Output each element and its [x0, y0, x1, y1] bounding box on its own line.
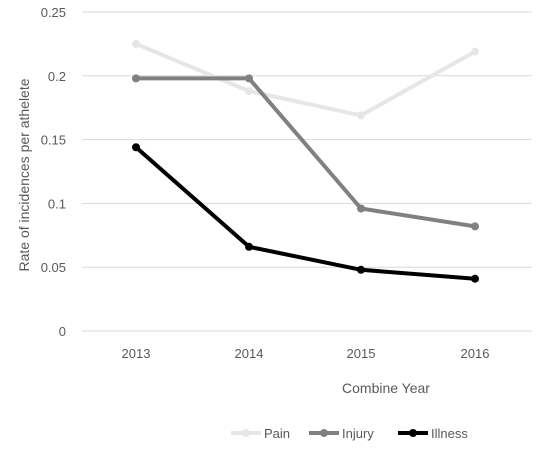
legend-label: Pain — [264, 426, 290, 441]
data-point-pain — [132, 39, 140, 48]
data-point-pain — [245, 87, 253, 96]
series-lines — [132, 39, 479, 283]
data-point-injury — [471, 222, 479, 231]
legend-label: Injury — [342, 426, 374, 441]
x-tick-label: 2015 — [347, 346, 376, 361]
legend: Pain Injury Illness — [231, 426, 468, 441]
series-injury — [132, 74, 479, 231]
x-tick-label: 2016 — [461, 346, 490, 361]
y-tick-label: 0.25 — [41, 5, 66, 20]
data-point-injury — [132, 74, 140, 83]
gridlines — [82, 11, 532, 332]
x-tick-label: 2014 — [235, 346, 264, 361]
y-tick-label: 0.15 — [41, 133, 66, 148]
series-line-injury — [134, 76, 477, 229]
legend-label: Illness — [431, 426, 468, 441]
series-line-illness — [134, 145, 477, 281]
y-axis-ticks: 0 0.05 0.1 0.15 0.2 0.25 — [41, 5, 66, 339]
data-point-injury — [245, 74, 253, 83]
legend-swatch-marker — [409, 429, 417, 437]
y-tick-label: 0.05 — [41, 260, 66, 275]
data-point-pain — [357, 111, 365, 120]
legend-item-pain: Pain — [231, 426, 290, 441]
legend-item-illness: Illness — [398, 426, 468, 441]
data-point-illness — [357, 265, 365, 274]
data-point-illness — [245, 242, 253, 251]
data-point-pain — [471, 47, 479, 56]
legend-item-injury: Injury — [309, 426, 374, 441]
y-tick-label: 0.2 — [48, 69, 66, 84]
x-axis-title: Combine Year — [342, 380, 430, 396]
legend-swatch-marker — [242, 429, 250, 437]
y-tick-label: 0.1 — [48, 196, 66, 211]
data-point-injury — [357, 204, 365, 213]
series-pain — [132, 39, 479, 120]
data-point-illness — [132, 143, 140, 152]
legend-swatch-marker — [320, 429, 328, 437]
y-axis-title: Rate of incidences per athelete — [16, 78, 32, 271]
x-tick-label: 2013 — [122, 346, 151, 361]
data-point-illness — [471, 274, 479, 283]
x-axis-ticks: 2013 2014 2015 2016 — [122, 346, 490, 361]
y-tick-label: 0 — [59, 324, 66, 339]
series-illness — [132, 143, 479, 283]
series-line-pain — [134, 41, 477, 118]
